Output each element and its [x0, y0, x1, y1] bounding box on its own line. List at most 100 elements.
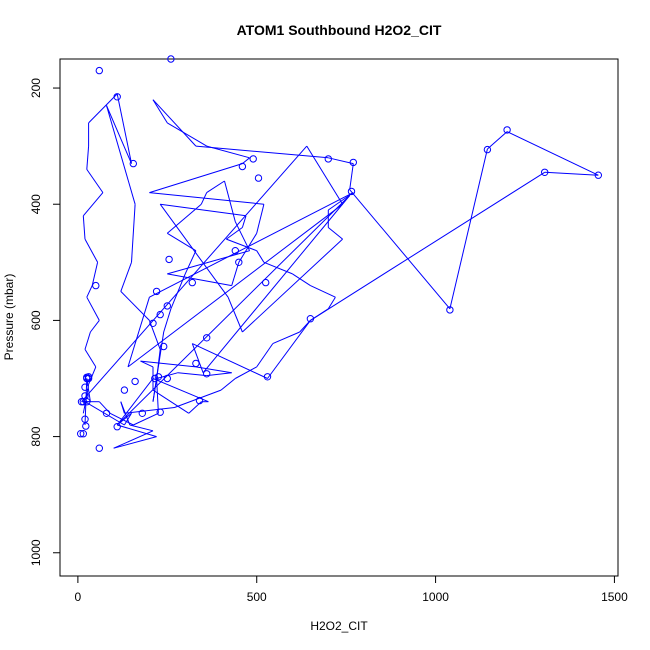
series-segment [256, 204, 265, 234]
series-segment [163, 308, 172, 333]
series-segment [327, 227, 343, 240]
series-segment [149, 192, 264, 205]
series-segment [133, 412, 159, 426]
x-tick-label: 0 [75, 590, 82, 604]
series-segment [91, 262, 99, 286]
series-segment [120, 262, 132, 292]
series-segment [86, 169, 104, 193]
data-point [95, 444, 104, 452]
series-segment [106, 105, 132, 164]
data-point [102, 409, 111, 417]
plot-frame [59, 58, 619, 577]
series-segment [328, 157, 354, 165]
series-segment [267, 320, 311, 379]
series-segment [310, 285, 336, 298]
chart-title: ATOM1 Southbound H2O2_CIT [237, 22, 442, 38]
data-point [203, 370, 211, 378]
series-segment [174, 389, 222, 408]
series-segment [177, 372, 207, 377]
series-segment [124, 407, 175, 414]
data-point [81, 383, 89, 391]
data-point [165, 255, 173, 264]
series-segment [140, 360, 154, 368]
series-segment [487, 131, 508, 150]
series-segment [84, 238, 99, 263]
series-segment [116, 93, 132, 164]
series-segment [149, 192, 354, 298]
series-segment [81, 145, 308, 403]
series-segment [82, 192, 104, 217]
data-point [594, 171, 602, 179]
series-segment [206, 372, 232, 377]
series-segment [82, 215, 86, 240]
series-layer [81, 93, 599, 449]
data-point [262, 278, 270, 287]
data-point [81, 392, 89, 400]
series-segment [140, 360, 196, 368]
data-point [238, 162, 247, 171]
series-segment [127, 203, 343, 368]
data-point [131, 377, 139, 386]
data-point [263, 373, 272, 381]
series-segment [256, 250, 265, 263]
series-segment [192, 343, 268, 379]
data-point [192, 359, 200, 368]
data-point [483, 145, 492, 154]
data-point [151, 374, 159, 383]
data-point [203, 334, 211, 342]
series-segment [152, 99, 197, 147]
data-point [79, 430, 88, 438]
data-point [235, 258, 243, 266]
series-segment [231, 262, 240, 286]
series-segment [159, 203, 229, 298]
y-tick-label: 200 [29, 78, 43, 98]
series-segment [544, 171, 599, 176]
series-segment [152, 99, 168, 124]
data-point [138, 409, 147, 417]
series-segment [117, 424, 157, 438]
series-segment [160, 203, 247, 217]
series-segment [88, 93, 118, 124]
series-segment [131, 204, 136, 263]
data-point [129, 159, 138, 168]
series-segment [241, 215, 247, 228]
series-segment [195, 145, 329, 159]
series-segment [98, 401, 111, 414]
series-segment [156, 378, 159, 414]
y-tick-label: 1000 [29, 539, 43, 566]
data-point [503, 126, 511, 134]
series-segment [149, 163, 243, 194]
series-segment [292, 273, 311, 287]
series-segment [506, 131, 599, 176]
data-point [163, 302, 172, 310]
points-layer [77, 55, 602, 452]
data-point [77, 398, 86, 406]
data-point [163, 374, 172, 383]
data-point [154, 373, 163, 381]
data-point [231, 247, 240, 255]
series-segment [263, 261, 293, 275]
series-segment [449, 148, 488, 309]
data-point [347, 187, 356, 196]
x-tick-label: 1000 [422, 590, 449, 604]
y-tick-label: 600 [29, 310, 43, 330]
series-segment [310, 171, 545, 321]
data-point [156, 310, 164, 319]
data-point [120, 386, 129, 394]
series-segment [195, 366, 232, 374]
x-tick-label: 500 [247, 590, 267, 604]
series-segment [310, 308, 329, 321]
series-segment [299, 320, 311, 333]
series-segment [256, 343, 274, 368]
series-segment [306, 145, 344, 205]
x-tick-label: 1500 [601, 590, 628, 604]
series-segment [152, 389, 190, 414]
series-segment [86, 285, 93, 298]
series-segment [227, 297, 243, 333]
data-point [95, 66, 104, 75]
data-point [92, 281, 100, 290]
series-segment [184, 250, 197, 275]
series-segment [349, 163, 354, 190]
data-point [249, 155, 257, 163]
